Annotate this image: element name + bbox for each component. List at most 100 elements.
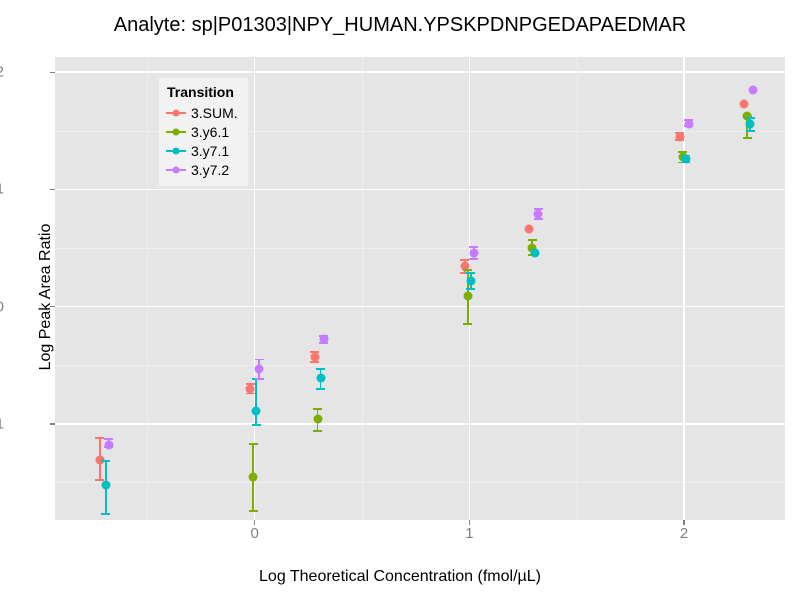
data-point bbox=[745, 119, 755, 129]
error-bar-cap bbox=[463, 323, 473, 326]
error-bar-cap bbox=[469, 257, 479, 260]
gridline-vertical-minor bbox=[362, 57, 364, 520]
y-axis-tick-label: 1 bbox=[0, 181, 4, 198]
legend-items: 3.SUM. 3.y6.1 3.y7.1 3.y7.2 bbox=[166, 103, 238, 179]
error-bar-cap bbox=[104, 438, 114, 441]
data-point bbox=[254, 364, 264, 374]
gridline-vertical-minor bbox=[147, 57, 149, 520]
data-point bbox=[681, 154, 691, 164]
x-axis-tick-mark bbox=[253, 520, 256, 525]
data-point bbox=[251, 406, 261, 416]
gridline-horizontal bbox=[55, 71, 785, 74]
error-bar-cap bbox=[248, 509, 258, 512]
error-bar-cap bbox=[310, 351, 320, 354]
data-point bbox=[527, 243, 537, 253]
data-point bbox=[466, 276, 476, 286]
data-point bbox=[748, 85, 758, 95]
x-axis-tick-mark bbox=[468, 520, 471, 525]
error-bar-cap bbox=[316, 387, 326, 390]
gridline-vertical bbox=[683, 57, 685, 520]
error-bar-cap bbox=[745, 129, 755, 132]
legend-item-label: 3.SUM. bbox=[191, 104, 238, 121]
y-axis-title: Log Peak Area Ratio bbox=[37, 223, 54, 371]
data-point bbox=[313, 414, 323, 424]
y-axis-tick-mark bbox=[50, 188, 55, 191]
x-axis-tick-label: 1 bbox=[465, 525, 474, 542]
gridline-horizontal-minor bbox=[55, 365, 785, 367]
data-point bbox=[95, 455, 105, 465]
legend-key-icon bbox=[166, 160, 186, 179]
data-point bbox=[675, 132, 685, 142]
error-bar-cap bbox=[313, 407, 323, 410]
error-bar-cap bbox=[678, 151, 688, 153]
error-bar-cap bbox=[533, 217, 543, 220]
legend-item[interactable]: 3.y6.1 bbox=[166, 122, 238, 141]
data-point bbox=[245, 384, 255, 394]
x-axis-tick-label: 0 bbox=[250, 525, 259, 542]
legend-key-icon bbox=[166, 141, 186, 160]
error-bar-cap bbox=[254, 378, 264, 381]
data-point bbox=[530, 248, 540, 258]
data-point bbox=[319, 334, 329, 344]
error-bar bbox=[255, 379, 258, 426]
legend-title: Transition bbox=[167, 84, 234, 100]
error-bar-cap bbox=[316, 367, 326, 370]
data-point bbox=[316, 373, 326, 383]
error-bar-cap bbox=[460, 258, 470, 261]
data-point bbox=[104, 440, 114, 450]
data-point bbox=[742, 111, 752, 121]
error-bar-cap bbox=[101, 460, 111, 463]
error-bar-cap bbox=[466, 288, 476, 290]
legend: Transition 3.SUM. 3.y6.1 3.y7.1 3.y7.2 bbox=[159, 78, 248, 186]
error-bar-cap bbox=[527, 238, 537, 241]
y-axis-tick-mark bbox=[50, 423, 55, 425]
gridline-horizontal-minor bbox=[55, 248, 785, 250]
y-axis-tick-label: -1 bbox=[0, 415, 4, 432]
error-bar-cap bbox=[466, 271, 476, 274]
error-bar-cap bbox=[742, 136, 752, 139]
error-bar-cap bbox=[95, 437, 105, 439]
error-bar-cap bbox=[533, 208, 543, 211]
error-bar-cap bbox=[95, 479, 105, 482]
x-axis-tick-mark bbox=[683, 520, 685, 525]
legend-item-label: 3.y7.1 bbox=[191, 142, 230, 159]
page-title: Analyte: sp|P01303|NPY_HUMAN.YPSKPDNPGED… bbox=[113, 14, 687, 36]
gridline-horizontal bbox=[55, 188, 785, 191]
error-bar-cap bbox=[251, 424, 261, 426]
legend-item[interactable]: 3.y7.1 bbox=[166, 141, 238, 160]
error-bar-cap bbox=[245, 383, 255, 385]
legend-item-label: 3.y7.2 bbox=[191, 161, 230, 178]
gridline-horizontal-minor bbox=[55, 482, 785, 484]
data-point bbox=[460, 261, 470, 271]
data-point bbox=[524, 224, 534, 234]
x-axis-title: Log Theoretical Concentration (fmol/µL) bbox=[259, 568, 541, 585]
data-point bbox=[469, 248, 479, 258]
error-bar-cap bbox=[254, 358, 264, 361]
error-bar-cap bbox=[460, 271, 470, 274]
error-bar-cap bbox=[245, 392, 255, 395]
data-point bbox=[739, 99, 749, 109]
gridline-horizontal-minor bbox=[55, 130, 785, 132]
data-point bbox=[101, 480, 111, 490]
gridline-horizontal bbox=[55, 423, 785, 425]
data-point bbox=[463, 291, 473, 301]
legend-key-icon bbox=[166, 122, 186, 141]
y-axis-tick-mark bbox=[50, 305, 55, 308]
data-point bbox=[684, 119, 694, 129]
y-axis-tick-mark bbox=[50, 71, 55, 73]
error-bar-cap bbox=[101, 513, 111, 516]
error-bar-cap bbox=[310, 360, 320, 363]
error-bar-cap bbox=[463, 269, 473, 272]
error-bar-cap bbox=[313, 430, 323, 432]
error-bar-cap bbox=[469, 245, 479, 248]
legend-item[interactable]: 3.SUM. bbox=[166, 103, 238, 122]
y-axis-tick-label: 0 bbox=[0, 298, 4, 315]
legend-item-label: 3.y6.1 bbox=[191, 123, 230, 140]
error-bar-cap bbox=[745, 117, 755, 119]
gridline-horizontal bbox=[55, 305, 785, 308]
data-point bbox=[310, 352, 320, 362]
legend-item[interactable]: 3.y7.2 bbox=[166, 160, 238, 179]
data-point bbox=[533, 209, 543, 219]
x-axis-tick-label: 2 bbox=[679, 525, 689, 542]
